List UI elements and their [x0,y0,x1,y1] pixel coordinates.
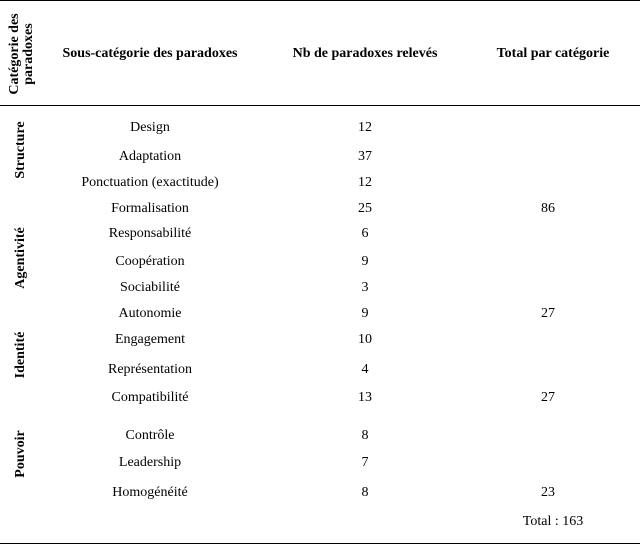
header-category: Catégorie des paradoxes [0,2,44,104]
cell-count: 13 [358,390,372,405]
grand-total: Total : 163 [522,514,584,529]
cell-total: 27 [541,306,555,321]
cell-subcategory: Contrôle [125,428,175,443]
cell-count: 9 [361,254,369,269]
table-top-rule [0,0,640,1]
cell-count: 7 [361,455,369,470]
cell-subcategory: Coopération [115,254,185,269]
cell-count: 10 [358,332,372,347]
category-agentivite: Agentivité [13,227,28,289]
cell-total: 23 [541,485,555,500]
cell-subcategory: Homogénéité [112,485,188,500]
cell-count: 8 [361,428,369,443]
table-bottom-rule [0,543,640,544]
category-identite: Identité [13,331,28,379]
header-count: Nb de paradoxes relevés [292,46,438,61]
cell-subcategory: Sociabilité [120,280,180,295]
cell-count: 37 [358,149,372,164]
cell-subcategory: Formalisation [111,201,189,216]
cell-subcategory: Responsabilité [108,226,192,241]
cell-total: 86 [541,201,555,216]
cell-subcategory: Adaptation [118,149,182,164]
cell-subcategory: Engagement [115,332,185,347]
cell-subcategory: Autonomie [118,306,182,321]
cell-total: 27 [541,390,555,405]
cell-count: 12 [358,175,372,190]
cell-subcategory: Compatibilité [111,390,189,405]
cell-count: 3 [361,280,369,295]
cell-count: 4 [361,362,369,377]
category-pouvoir: Pouvoir [13,430,28,478]
cell-count: 9 [361,306,369,321]
cell-count: 6 [361,226,369,241]
cell-subcategory: Représentation [108,362,192,377]
header-category-line2: paradoxes [21,23,36,85]
cell-count: 12 [358,120,372,135]
category-structure: Structure [13,121,28,179]
cell-count: 8 [361,485,369,500]
cell-subcategory: Ponctuation (exactitude) [81,175,219,190]
cell-subcategory: Leadership [118,455,182,470]
header-category-line1: Catégorie des [7,13,22,95]
cell-count: 25 [358,201,372,216]
cell-subcategory: Design [130,120,170,135]
header-subcategory: Sous-catégorie des paradoxes [62,46,238,61]
table-header-rule [0,105,640,106]
header-total: Total par catégorie [496,46,610,61]
